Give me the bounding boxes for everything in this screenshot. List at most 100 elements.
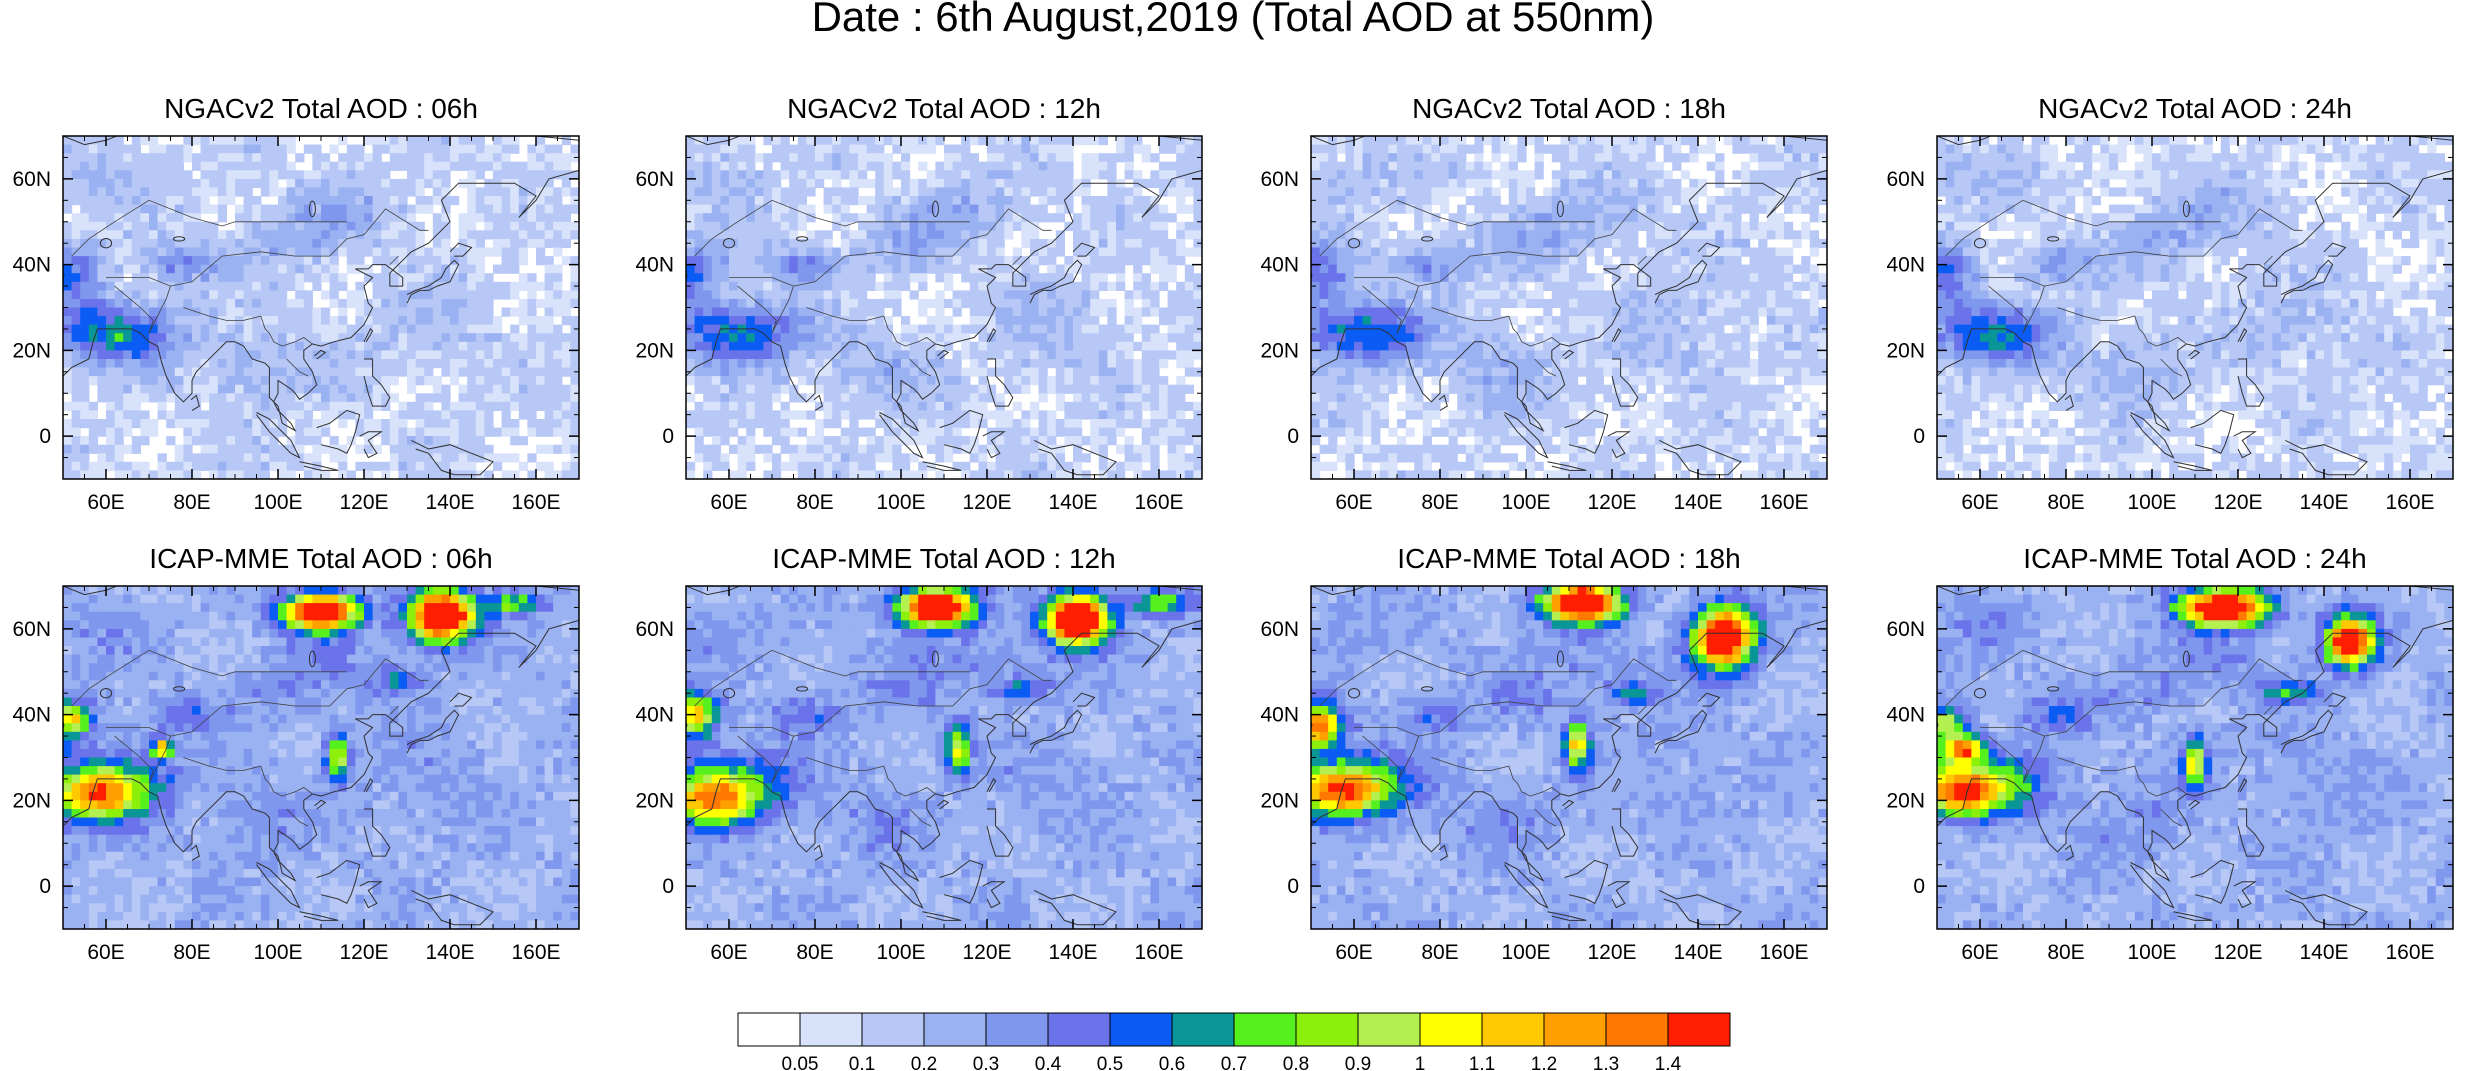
aod-field (63, 136, 579, 479)
coastlines (686, 136, 1202, 476)
lat-tick-label: 40N (12, 254, 51, 277)
lon-tick-label: 160E (2385, 941, 2434, 964)
lon-tick-label: 160E (1134, 941, 1183, 964)
colorbar-label: 1.2 (1531, 1054, 1557, 1071)
lat-tick-label: 0 (662, 425, 674, 448)
coastlines (63, 586, 579, 926)
colorbar-swatch (799, 1012, 863, 1047)
lon-tick-label: 100E (876, 491, 925, 514)
colorbar-swatch (923, 1012, 987, 1047)
lon-tick-label: 120E (339, 941, 388, 964)
panel-title: ICAP-MME Total AOD : 18h (1397, 543, 1740, 574)
lon-tick-label: 140E (1048, 491, 1097, 514)
lon-tick-label: 60E (87, 941, 124, 964)
lon-tick-label: 100E (2127, 491, 2176, 514)
lon-tick-label: 140E (2299, 491, 2348, 514)
lon-tick-label: 120E (1587, 491, 1636, 514)
lon-tick-label: 100E (876, 941, 925, 964)
coastlines (1311, 586, 1827, 926)
lat-tick-label: 40N (635, 704, 674, 727)
map-panel: NGACv2 Total AOD : 18h 60E 80E 100E 120E 140E… (1260, 93, 1828, 514)
aod-field (63, 586, 579, 929)
lon-tick-label: 120E (2213, 941, 2262, 964)
lon-tick-label: 140E (1673, 491, 1722, 514)
lon-tick-label: 140E (1048, 941, 1097, 964)
panel-title: ICAP-MME Total AOD : 12h (772, 543, 1115, 574)
lon-tick-label: 100E (2127, 941, 2176, 964)
panel-title: NGACv2 Total AOD : 06h (164, 93, 478, 124)
lon-tick-label: 100E (1501, 941, 1550, 964)
map-panel: ICAP-MME Total AOD : 06h 60E 80E 100E 120E 14… (12, 543, 580, 964)
colorbar-label: 0.9 (1345, 1054, 1371, 1071)
panel-title: ICAP-MME Total AOD : 06h (149, 543, 492, 574)
panel-title: NGACv2 Total AOD : 18h (1412, 93, 1726, 124)
colorbar-swatch (1171, 1012, 1235, 1047)
lat-tick-label: 0 (1913, 425, 1925, 448)
colorbar-swatch (1233, 1012, 1297, 1047)
lon-tick-label: 140E (425, 941, 474, 964)
lon-tick-label: 100E (1501, 491, 1550, 514)
lat-tick-label: 60N (1260, 618, 1299, 641)
lat-tick-label: 60N (1260, 168, 1299, 191)
aod-field (1937, 586, 2453, 929)
lon-tick-label: 60E (87, 491, 124, 514)
lat-tick-label: 0 (662, 875, 674, 898)
colorbar-label: 0.2 (911, 1054, 937, 1071)
colorbar-swatch (1109, 1012, 1173, 1047)
coastlines (1311, 136, 1827, 476)
coastlines (63, 136, 579, 476)
lat-tick-label: 20N (1886, 789, 1925, 812)
lat-tick-label: 20N (12, 789, 51, 812)
coastlines (686, 586, 1202, 926)
colorbar-label: 0.6 (1159, 1054, 1185, 1071)
colorbar-label: 1.4 (1655, 1054, 1682, 1071)
lon-tick-label: 80E (2047, 941, 2084, 964)
colorbar-swatch (1295, 1012, 1359, 1047)
lon-tick-label: 120E (2213, 491, 2262, 514)
colorbar-label: 0.05 (782, 1054, 819, 1071)
lon-tick-label: 80E (173, 941, 210, 964)
lon-tick-label: 120E (339, 491, 388, 514)
lat-tick-label: 0 (39, 875, 51, 898)
lat-tick-label: 20N (12, 339, 51, 362)
map-panel: ICAP-MME Total AOD : 18h 60E 80E 100E 120E 14… (1260, 543, 1828, 964)
colorbar-label: 0.5 (1097, 1054, 1123, 1071)
lon-tick-label: 100E (253, 491, 302, 514)
lat-tick-label: 40N (1886, 704, 1925, 727)
lat-tick-label: 20N (1260, 789, 1299, 812)
lat-tick-label: 0 (1287, 875, 1299, 898)
lat-tick-label: 60N (635, 618, 674, 641)
colorbar-swatch (737, 1012, 801, 1047)
coastlines (1937, 586, 2453, 926)
lon-tick-label: 60E (1335, 941, 1372, 964)
lat-tick-label: 20N (635, 339, 674, 362)
lat-tick-label: 60N (635, 168, 674, 191)
lon-tick-label: 140E (425, 491, 474, 514)
lon-tick-label: 80E (2047, 491, 2084, 514)
colorbar-label: 0.8 (1283, 1054, 1309, 1071)
lat-tick-label: 0 (1913, 875, 1925, 898)
colorbar-swatch (1357, 1012, 1421, 1047)
colorbar-swatch (1419, 1012, 1483, 1047)
lon-tick-label: 160E (511, 491, 560, 514)
lat-tick-label: 40N (1260, 704, 1299, 727)
lon-tick-label: 80E (796, 491, 833, 514)
map-panel: NGACv2 Total AOD : 12h 60E 80E 100E 120E 140E… (635, 93, 1203, 514)
figure-title: Date : 6th August,2019 (Total AOD at 550… (812, 0, 1655, 40)
lat-tick-label: 40N (1886, 254, 1925, 277)
lon-tick-label: 160E (511, 941, 560, 964)
map-panel: ICAP-MME Total AOD : 24h 60E 80E 100E 120E 14… (1886, 543, 2454, 964)
panel-title: NGACv2 Total AOD : 24h (2038, 93, 2352, 124)
lon-tick-label: 60E (1961, 491, 1998, 514)
colorbar: 0.05 0.1 0.2 0.3 0.4 0.5 0.6 0.7 0.8 0.9 1 1.1 1.2 1.… (737, 1012, 1731, 1071)
colorbar-swatch (861, 1012, 925, 1047)
aod-field (1311, 136, 1827, 479)
coastlines (1937, 136, 2453, 476)
lon-tick-label: 140E (1673, 941, 1722, 964)
colorbar-swatch (1667, 1012, 1731, 1047)
lon-tick-label: 120E (962, 941, 1011, 964)
colorbar-label: 1.1 (1469, 1054, 1495, 1071)
lon-tick-label: 60E (1335, 491, 1372, 514)
map-panel: NGACv2 Total AOD : 24h 60E 80E 100E 120E 140E… (1886, 93, 2454, 514)
colorbar-swatch (1047, 1012, 1111, 1047)
